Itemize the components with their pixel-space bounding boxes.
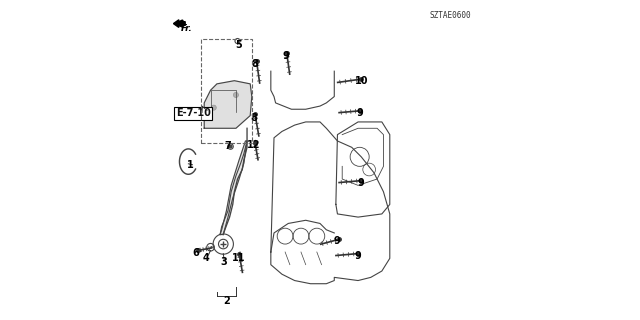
Circle shape	[211, 105, 216, 110]
Text: SZTAE0600: SZTAE0600	[429, 11, 470, 20]
Text: 5: 5	[235, 40, 241, 50]
Text: E-7-10: E-7-10	[175, 108, 211, 118]
Text: 4: 4	[202, 253, 209, 263]
Polygon shape	[220, 141, 247, 235]
Text: 9: 9	[356, 108, 363, 118]
Text: 2: 2	[223, 296, 230, 306]
Text: 12: 12	[247, 140, 260, 150]
Polygon shape	[204, 81, 252, 128]
Text: 8: 8	[252, 59, 259, 69]
Circle shape	[234, 92, 239, 98]
Text: 8: 8	[250, 113, 257, 123]
Text: 10: 10	[355, 76, 368, 86]
Text: 3: 3	[221, 257, 228, 267]
Text: 7: 7	[224, 141, 231, 151]
Text: 9: 9	[354, 251, 361, 261]
Text: 11: 11	[232, 253, 246, 263]
Polygon shape	[173, 20, 185, 28]
Text: 9: 9	[333, 236, 340, 246]
Text: 6: 6	[192, 248, 199, 258]
Text: 9: 9	[357, 178, 364, 188]
Text: Fr.: Fr.	[181, 25, 193, 34]
Text: 9: 9	[283, 51, 289, 61]
Text: 1: 1	[187, 160, 193, 170]
Bar	[201, 39, 252, 142]
